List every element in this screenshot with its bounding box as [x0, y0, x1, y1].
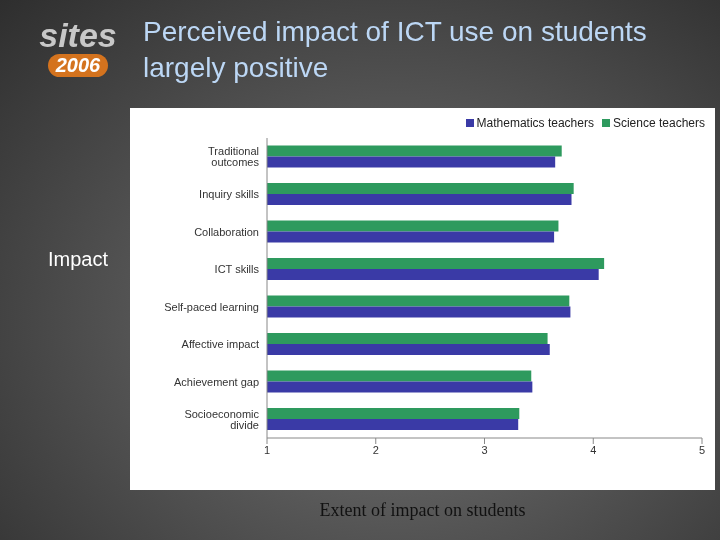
svg-text:Achievement gap: Achievement gap: [174, 376, 259, 388]
svg-text:1: 1: [264, 444, 270, 456]
svg-text:5: 5: [699, 444, 705, 456]
html-text:Extent of impact on students: Extent of impact on students: [319, 500, 526, 520]
html-text:Impact: Impact: [48, 248, 108, 270]
html-text:2006: 2006: [55, 54, 101, 76]
svg-text:ICT skills: ICT skills: [215, 263, 260, 275]
html-text:sites: sites: [39, 16, 117, 54]
svg-text:Socioeconomicdivide: Socioeconomicdivide: [184, 408, 259, 431]
svg-text:Affective impact: Affective impact: [182, 338, 259, 350]
svg-text:Inquiry skills: Inquiry skills: [199, 188, 259, 200]
svg-text:4: 4: [590, 444, 596, 456]
svg-text:Self-paced learning: Self-paced learning: [164, 301, 259, 313]
html-text:Mathematics teachers: Mathematics teachers: [476, 116, 594, 130]
svg-text:3: 3: [481, 444, 487, 456]
svg-text:Collaboration: Collaboration: [194, 226, 259, 238]
html-text:Science teachers: Science teachers: [612, 116, 705, 130]
svg-text:2: 2: [373, 444, 379, 456]
html-text:Perceived impact of ICT use on: Perceived impact of ICT use on students …: [143, 16, 647, 83]
svg-text:Traditionaloutcomes: Traditionaloutcomes: [208, 145, 259, 168]
